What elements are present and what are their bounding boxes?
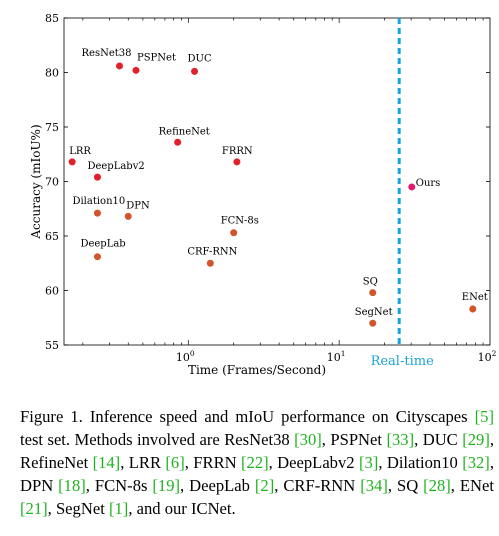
caption-text: , CRF-RNN xyxy=(274,476,361,495)
point-label: DUC xyxy=(188,53,212,64)
data-point xyxy=(116,62,124,70)
citation-ref[interactable]: [34] xyxy=(360,476,388,495)
x-tick-base: 10 xyxy=(478,351,492,364)
caption-text: , RefineNet xyxy=(20,430,495,472)
y-tick-label: 75 xyxy=(45,121,59,134)
caption-text: , FCN-8s xyxy=(85,476,153,495)
data-point xyxy=(369,289,377,297)
data-point xyxy=(93,209,101,217)
point-label: CRF-RNN xyxy=(187,246,237,257)
x-tick-base: 10 xyxy=(176,351,190,364)
citation-ref[interactable]: [18] xyxy=(58,476,86,495)
data-point xyxy=(93,253,101,261)
citation-ref[interactable]: [21] xyxy=(20,499,48,518)
citation-ref[interactable]: [2] xyxy=(254,476,275,495)
point-label: LRR xyxy=(69,146,91,157)
citation-ref[interactable]: [30] xyxy=(294,430,322,449)
citation-ref[interactable]: [3] xyxy=(358,453,379,472)
y-tick-label: 70 xyxy=(45,176,59,189)
x-tick-label: 101 xyxy=(327,349,346,364)
data-point xyxy=(191,67,199,75)
point-label: FRRN xyxy=(222,146,253,157)
data-point xyxy=(174,138,182,146)
figure-caption: Figure 1. Inference speed and mIoU perfo… xyxy=(20,405,494,520)
data-point xyxy=(408,183,416,191)
data-point xyxy=(233,158,241,166)
y-tick-label: 85 xyxy=(45,12,59,25)
caption-text: , Dilation10 xyxy=(378,453,463,472)
caption-text: , SQ xyxy=(387,476,424,495)
data-point xyxy=(93,173,101,181)
x-axis-label: Time (Frames/Second) xyxy=(188,363,326,377)
caption-text: , and our ICNet. xyxy=(128,499,236,518)
caption-text: , ENet xyxy=(450,476,494,495)
y-tick-label: 80 xyxy=(45,67,59,80)
real-time-label: Real-time xyxy=(371,354,434,369)
point-label: DPN xyxy=(126,200,150,211)
citation-ref[interactable]: [28] xyxy=(423,476,451,495)
data-point xyxy=(206,259,214,267)
caption-text: , DUC xyxy=(414,430,463,449)
y-axis-label: Accuracy (mIoU%) xyxy=(29,124,43,239)
point-label: DeepLab xyxy=(80,239,125,250)
caption-text: test set. Methods involved are ResNet38 xyxy=(20,430,295,449)
point-label: Dilation10 xyxy=(72,196,125,207)
caption-text: , FRRN xyxy=(184,453,241,472)
caption-text: , DeepLab xyxy=(180,476,255,495)
point-label: Ours xyxy=(416,178,441,189)
data-point xyxy=(124,212,132,220)
citation-ref[interactable]: [1] xyxy=(108,499,129,518)
point-label: DeepLabv2 xyxy=(87,161,144,172)
y-tick-label: 55 xyxy=(45,339,59,352)
citation-ref[interactable]: [5] xyxy=(474,407,494,426)
citation-ref[interactable]: [14] xyxy=(92,453,121,472)
citation-ref[interactable]: [33] xyxy=(386,430,415,449)
citation-ref[interactable]: [22] xyxy=(241,453,269,472)
data-point xyxy=(369,319,377,327)
point-label: SQ xyxy=(363,277,378,288)
citation-ref[interactable]: [32] xyxy=(462,453,490,472)
x-tick-base: 10 xyxy=(327,351,341,364)
point-label: SegNet xyxy=(355,307,393,318)
data-point xyxy=(230,229,238,237)
citation-ref[interactable]: [19] xyxy=(152,476,181,495)
caption-text: , DeepLabv2 xyxy=(268,453,359,472)
caption-text: , PSPNet xyxy=(321,430,387,449)
point-label: FCN-8s xyxy=(221,216,259,227)
x-tick-label: 100 xyxy=(176,349,195,364)
point-label: ENet xyxy=(462,292,488,303)
caption-text: , LRR xyxy=(120,453,166,472)
y-tick-label: 60 xyxy=(45,285,59,298)
point-label: ResNet38 xyxy=(82,48,132,59)
point-label: PSPNet xyxy=(137,52,176,63)
x-tick-exponent: 1 xyxy=(341,349,346,358)
y-tick-label: 65 xyxy=(45,230,59,243)
caption-text: Figure 1. Inference speed and mIoU perfo… xyxy=(20,407,475,426)
caption-text: , DPN xyxy=(20,453,494,495)
x-tick-exponent: 2 xyxy=(492,349,497,358)
x-tick-exponent: 0 xyxy=(190,349,195,358)
data-point xyxy=(132,66,140,74)
data-point xyxy=(68,158,76,166)
point-label: RefineNet xyxy=(159,126,210,137)
caption-text: , SegNet xyxy=(47,499,109,518)
citation-ref[interactable]: [6] xyxy=(165,453,185,472)
x-tick-label: 102 xyxy=(478,349,497,364)
data-point xyxy=(469,305,477,313)
citation-ref[interactable]: [29] xyxy=(462,430,490,449)
